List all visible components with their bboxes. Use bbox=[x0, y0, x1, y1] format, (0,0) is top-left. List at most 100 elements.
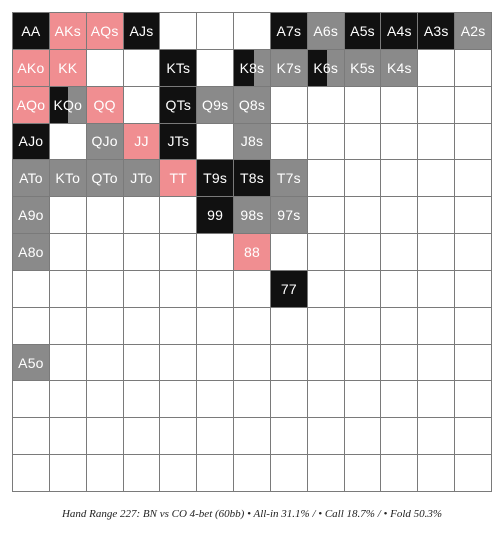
hand-cell: JTs bbox=[160, 123, 198, 161]
empty-cell bbox=[381, 197, 419, 235]
empty-cell bbox=[86, 49, 124, 87]
empty-cell bbox=[418, 418, 456, 456]
hand-cell: Q9s bbox=[197, 86, 235, 124]
action-allin-fill bbox=[344, 13, 381, 49]
empty-cell bbox=[234, 381, 271, 419]
empty-cell bbox=[270, 344, 308, 382]
action-allin-fill bbox=[13, 123, 49, 160]
empty-cell bbox=[49, 123, 87, 161]
empty-cell bbox=[160, 418, 198, 456]
action-fold-fill bbox=[13, 86, 49, 123]
empty-cell bbox=[123, 344, 161, 382]
hand-cell: K6s bbox=[307, 49, 345, 87]
hand-cell: QTs bbox=[160, 86, 198, 124]
hand-cell: 99 bbox=[197, 197, 235, 235]
empty-cell bbox=[418, 49, 456, 87]
empty-cell bbox=[197, 234, 235, 271]
empty-cell bbox=[197, 344, 235, 382]
action-allin-fill bbox=[197, 160, 234, 197]
hand-cell: A4s bbox=[381, 13, 419, 50]
hand-cell: 88 bbox=[234, 234, 271, 271]
empty-cell bbox=[307, 197, 345, 235]
empty-cell bbox=[344, 234, 382, 271]
empty-cell bbox=[455, 307, 492, 345]
action-allin-fill bbox=[234, 160, 270, 197]
empty-cell bbox=[123, 270, 161, 308]
action-allin-fill bbox=[49, 86, 68, 123]
action-fold-fill bbox=[234, 234, 270, 270]
action-fold-fill bbox=[123, 123, 160, 160]
action-allin-fill bbox=[270, 13, 307, 49]
action-call-fill bbox=[327, 49, 344, 86]
hand-cell: K8s bbox=[234, 49, 271, 87]
empty-cell bbox=[160, 344, 198, 382]
empty-cell bbox=[344, 455, 382, 492]
hand-cell: 97s bbox=[270, 197, 308, 235]
hand-cell: AJo bbox=[13, 123, 50, 161]
empty-cell bbox=[307, 307, 345, 345]
empty-cell bbox=[455, 160, 492, 198]
empty-cell bbox=[344, 381, 382, 419]
hand-cell: K7s bbox=[270, 49, 308, 87]
empty-cell bbox=[418, 455, 456, 492]
empty-cell bbox=[307, 344, 345, 382]
hand-cell: A8o bbox=[13, 234, 50, 271]
action-call-fill bbox=[270, 160, 307, 197]
empty-cell bbox=[455, 344, 492, 382]
empty-cell bbox=[86, 307, 124, 345]
empty-cell bbox=[123, 234, 161, 271]
empty-cell bbox=[160, 234, 198, 271]
hand-cell: KK bbox=[49, 49, 87, 87]
empty-cell bbox=[197, 418, 235, 456]
empty-cell bbox=[197, 270, 235, 308]
action-call-fill bbox=[197, 86, 234, 123]
action-call-fill bbox=[13, 344, 49, 381]
empty-cell bbox=[381, 270, 419, 308]
hand-cell: TT bbox=[160, 160, 198, 198]
empty-cell bbox=[307, 123, 345, 161]
empty-cell bbox=[123, 307, 161, 345]
empty-cell bbox=[381, 123, 419, 161]
action-call-fill bbox=[234, 123, 270, 160]
empty-cell bbox=[455, 381, 492, 419]
action-call-fill bbox=[86, 123, 123, 160]
empty-cell bbox=[418, 160, 456, 198]
empty-cell bbox=[13, 307, 50, 345]
action-allin-fill bbox=[160, 86, 197, 123]
empty-cell bbox=[197, 123, 235, 161]
empty-cell bbox=[13, 455, 50, 492]
empty-cell bbox=[160, 455, 198, 492]
empty-cell bbox=[381, 160, 419, 198]
empty-cell bbox=[123, 197, 161, 235]
empty-cell bbox=[381, 418, 419, 456]
action-call-fill bbox=[344, 49, 381, 86]
empty-cell bbox=[270, 123, 308, 161]
empty-cell bbox=[234, 13, 271, 50]
empty-cell bbox=[86, 381, 124, 419]
action-allin-fill bbox=[13, 13, 49, 49]
empty-cell bbox=[234, 270, 271, 308]
action-allin-fill bbox=[197, 197, 234, 234]
hand-cell: A5o bbox=[13, 344, 50, 382]
empty-cell bbox=[455, 234, 492, 271]
hand-cell: K4s bbox=[381, 49, 419, 87]
empty-cell bbox=[307, 86, 345, 124]
empty-cell bbox=[344, 197, 382, 235]
action-call-fill bbox=[270, 197, 307, 234]
empty-cell bbox=[418, 86, 456, 124]
hand-cell: KQo bbox=[49, 86, 87, 124]
hand-range-grid: AA AKs AQs AJs A7s A6s A5s A4s A3s A2s AKo KK KTs K8s… bbox=[12, 12, 492, 492]
empty-cell bbox=[455, 418, 492, 456]
empty-cell bbox=[418, 381, 456, 419]
action-call-fill bbox=[13, 160, 49, 197]
empty-cell bbox=[86, 344, 124, 382]
action-allin-fill bbox=[418, 13, 455, 49]
hand-cell: Q8s bbox=[234, 86, 271, 124]
hand-cell: AQs bbox=[86, 13, 124, 50]
empty-cell bbox=[381, 307, 419, 345]
action-allin-fill bbox=[160, 49, 197, 86]
hand-cell: A7s bbox=[270, 13, 308, 50]
hand-cell: K5s bbox=[344, 49, 382, 87]
action-fold-fill bbox=[13, 49, 49, 86]
action-call-fill bbox=[234, 86, 270, 123]
